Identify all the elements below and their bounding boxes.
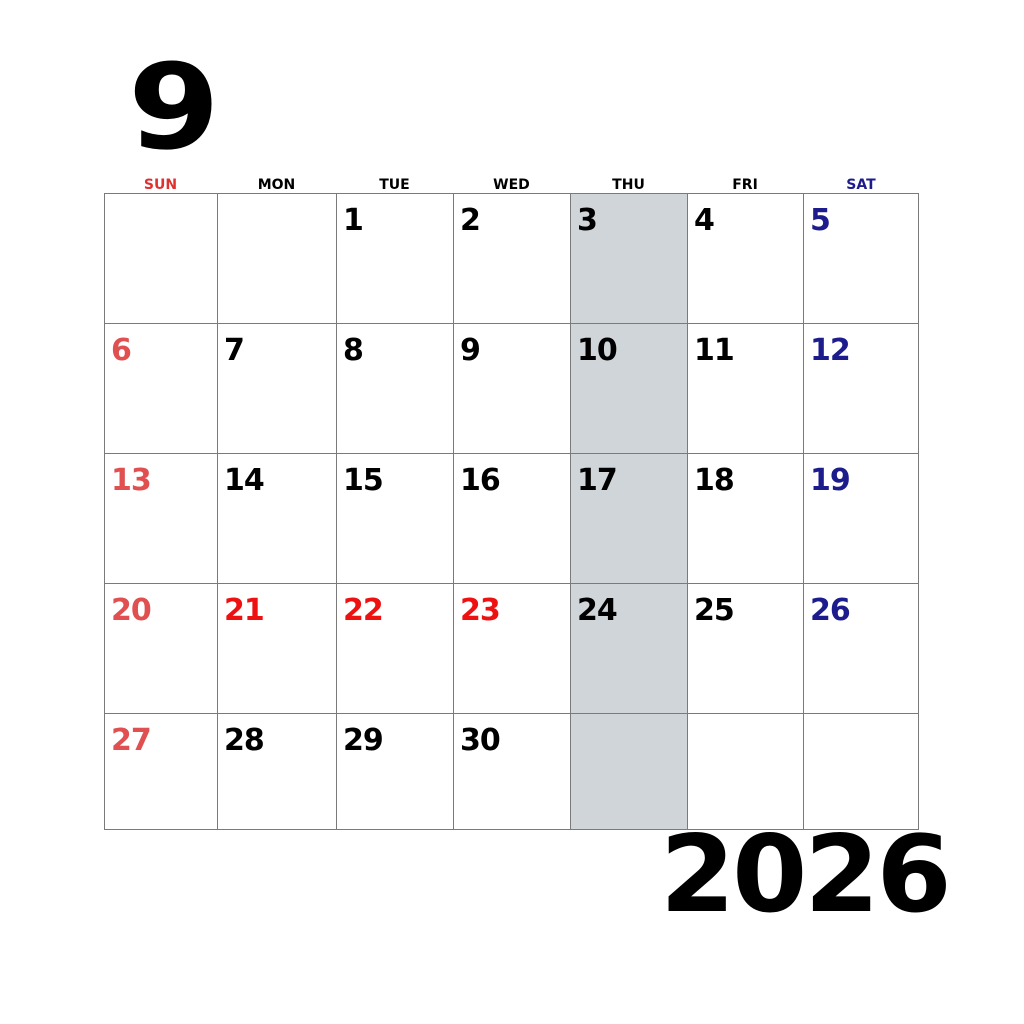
day-1: 1 bbox=[343, 203, 364, 238]
grid-vline bbox=[336, 194, 337, 829]
weekday-fri: FRI bbox=[732, 177, 758, 193]
day-14: 14 bbox=[224, 463, 265, 498]
day-3: 3 bbox=[577, 203, 598, 238]
weekday-sun: SUN bbox=[143, 177, 178, 193]
grid-vline bbox=[687, 194, 688, 829]
grid-vline bbox=[570, 194, 571, 829]
grid-hline bbox=[105, 713, 918, 714]
weekday-thu: THU bbox=[612, 177, 645, 193]
weekday-mon: MON bbox=[257, 177, 296, 193]
grid-vline bbox=[217, 194, 218, 829]
day-10: 10 bbox=[577, 333, 618, 368]
highlighted-column bbox=[571, 194, 688, 829]
day-7: 7 bbox=[224, 333, 245, 368]
day-30: 30 bbox=[460, 723, 501, 758]
grid-hline bbox=[105, 583, 918, 584]
day-24: 24 bbox=[577, 593, 618, 628]
day-9: 9 bbox=[460, 333, 481, 368]
grid-vline bbox=[453, 194, 454, 829]
day-17: 17 bbox=[577, 463, 618, 498]
day-18: 18 bbox=[694, 463, 735, 498]
grid-hline bbox=[105, 323, 918, 324]
day-15: 15 bbox=[343, 463, 384, 498]
day-23: 23 bbox=[460, 593, 501, 628]
weekday-header-row: SUN MON TUE WED THU FRI SAT bbox=[0, 177, 1024, 193]
day-5: 5 bbox=[810, 203, 831, 238]
weekday-tue: TUE bbox=[379, 177, 410, 193]
day-28: 28 bbox=[224, 723, 265, 758]
day-29: 29 bbox=[343, 723, 384, 758]
day-16: 16 bbox=[460, 463, 501, 498]
day-19: 19 bbox=[810, 463, 851, 498]
year-number: 2026 bbox=[660, 813, 952, 936]
day-27: 27 bbox=[111, 723, 152, 758]
day-26: 26 bbox=[810, 593, 851, 628]
day-11: 11 bbox=[694, 333, 735, 368]
day-25: 25 bbox=[694, 593, 735, 628]
weekday-sat: SAT bbox=[846, 177, 876, 193]
day-6: 6 bbox=[111, 333, 132, 368]
grid-hline bbox=[105, 453, 918, 454]
month-number: 9 bbox=[128, 38, 220, 176]
day-8: 8 bbox=[343, 333, 364, 368]
day-20: 20 bbox=[111, 593, 152, 628]
grid-vline bbox=[803, 194, 804, 829]
weekday-wed: WED bbox=[493, 177, 530, 193]
calendar-grid: 1 2 3 4 5 6 7 8 9 10 11 12 13 14 15 16 17 18 19 20 21 22 23 24 2… bbox=[104, 193, 919, 830]
day-22: 22 bbox=[343, 593, 384, 628]
day-21: 21 bbox=[224, 593, 265, 628]
day-2: 2 bbox=[460, 203, 481, 238]
day-13: 13 bbox=[111, 463, 152, 498]
day-4: 4 bbox=[694, 203, 715, 238]
day-12: 12 bbox=[810, 333, 851, 368]
